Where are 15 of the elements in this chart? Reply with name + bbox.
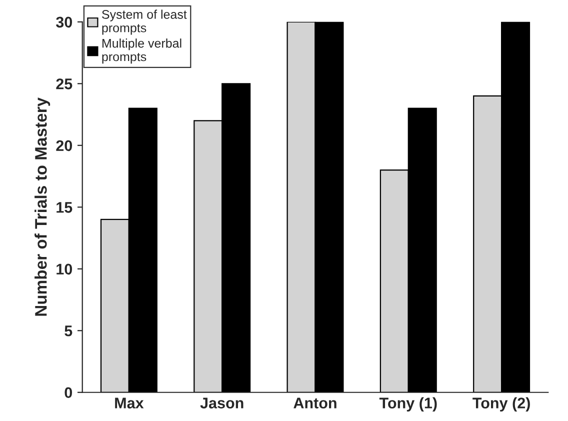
y-tick-label: 0	[64, 387, 72, 398]
x-tick-label: Tony (2)	[472, 397, 530, 412]
y-tick-label: 30	[56, 16, 72, 28]
legend-label: Multiple verbal prompts	[102, 38, 182, 64]
y-tick-label: 20	[56, 140, 72, 152]
y-tick-label: 5	[64, 326, 72, 336]
y-tick-label: 25	[56, 78, 72, 90]
x-tick-label: Tony (1)	[379, 397, 437, 412]
legend-label: System of least prompts	[102, 10, 187, 35]
y-axis-title: Number of Trials to Mastery	[34, 97, 50, 316]
x-tick-label: Max	[115, 398, 144, 408]
x-tick-label: Anton	[294, 398, 336, 408]
y-tick-label: 15	[56, 202, 72, 213]
x-tick-label: Jason	[200, 398, 244, 408]
y-tick-label: 10	[56, 264, 72, 275]
